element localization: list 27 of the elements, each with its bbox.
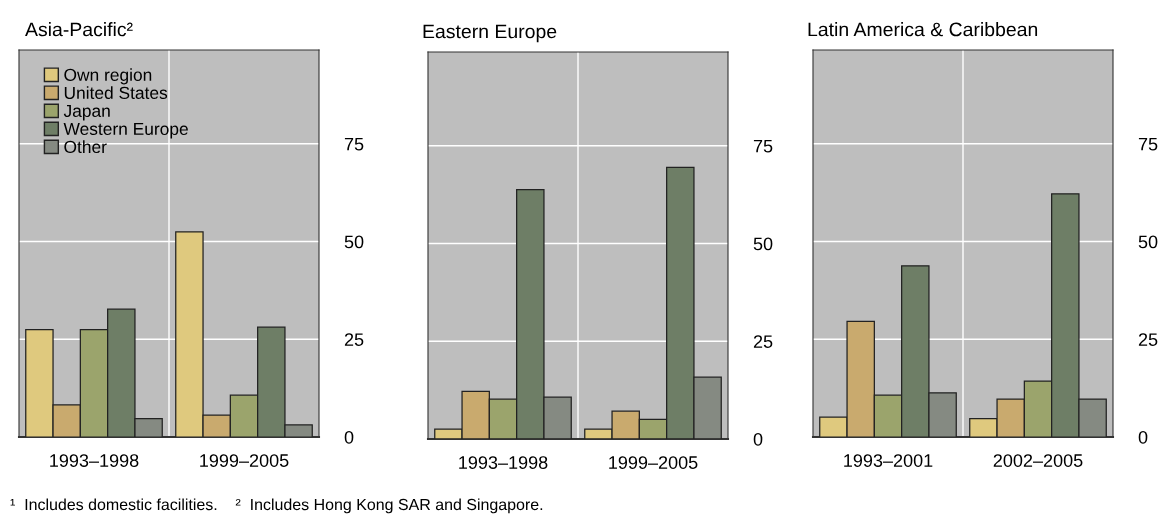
- y-tick-label: 0: [753, 432, 763, 446]
- y-tick-label: 50: [753, 237, 773, 251]
- text: ¹ Includes domestic facilities. ² Includes Hong Kong SAR and Singapore.: [10, 498, 543, 514]
- legend-label: Western Europe: [63, 122, 188, 139]
- y-tick-label: 25: [753, 335, 773, 348]
- x-tick-label: 1993–1998: [50, 454, 139, 467]
- x-tick-label: 1993–2001: [844, 454, 933, 467]
- y-tick-label: 75: [344, 137, 364, 151]
- y-tick-label: 0: [344, 430, 354, 444]
- y-tick-label: 50: [344, 235, 364, 249]
- legend-label: Own region: [64, 68, 152, 85]
- y-tick-label: 25: [1138, 333, 1158, 346]
- x-tick-label: 1999–2005: [200, 454, 289, 467]
- chart-title: Eastern Europe: [423, 24, 557, 43]
- x-tick-label: 1993–1998: [459, 456, 548, 469]
- y-tick-label: 25: [344, 333, 364, 346]
- y-tick-label: 50: [1138, 235, 1158, 249]
- chart-title: Latin America & Caribbean: [808, 22, 1038, 37]
- x-tick-label: 1999–2005: [609, 456, 698, 469]
- chart-title: Asia-Pacific²: [25, 22, 133, 37]
- y-tick-label: 75: [1138, 137, 1158, 151]
- legend-label: Other: [64, 140, 107, 154]
- y-tick-label: 0: [1138, 430, 1148, 444]
- x-tick-label: 2002–2005: [993, 454, 1083, 467]
- y-tick-label: 75: [753, 139, 773, 153]
- legend-label: Japan: [63, 104, 110, 121]
- legend-label: United States: [64, 86, 168, 100]
